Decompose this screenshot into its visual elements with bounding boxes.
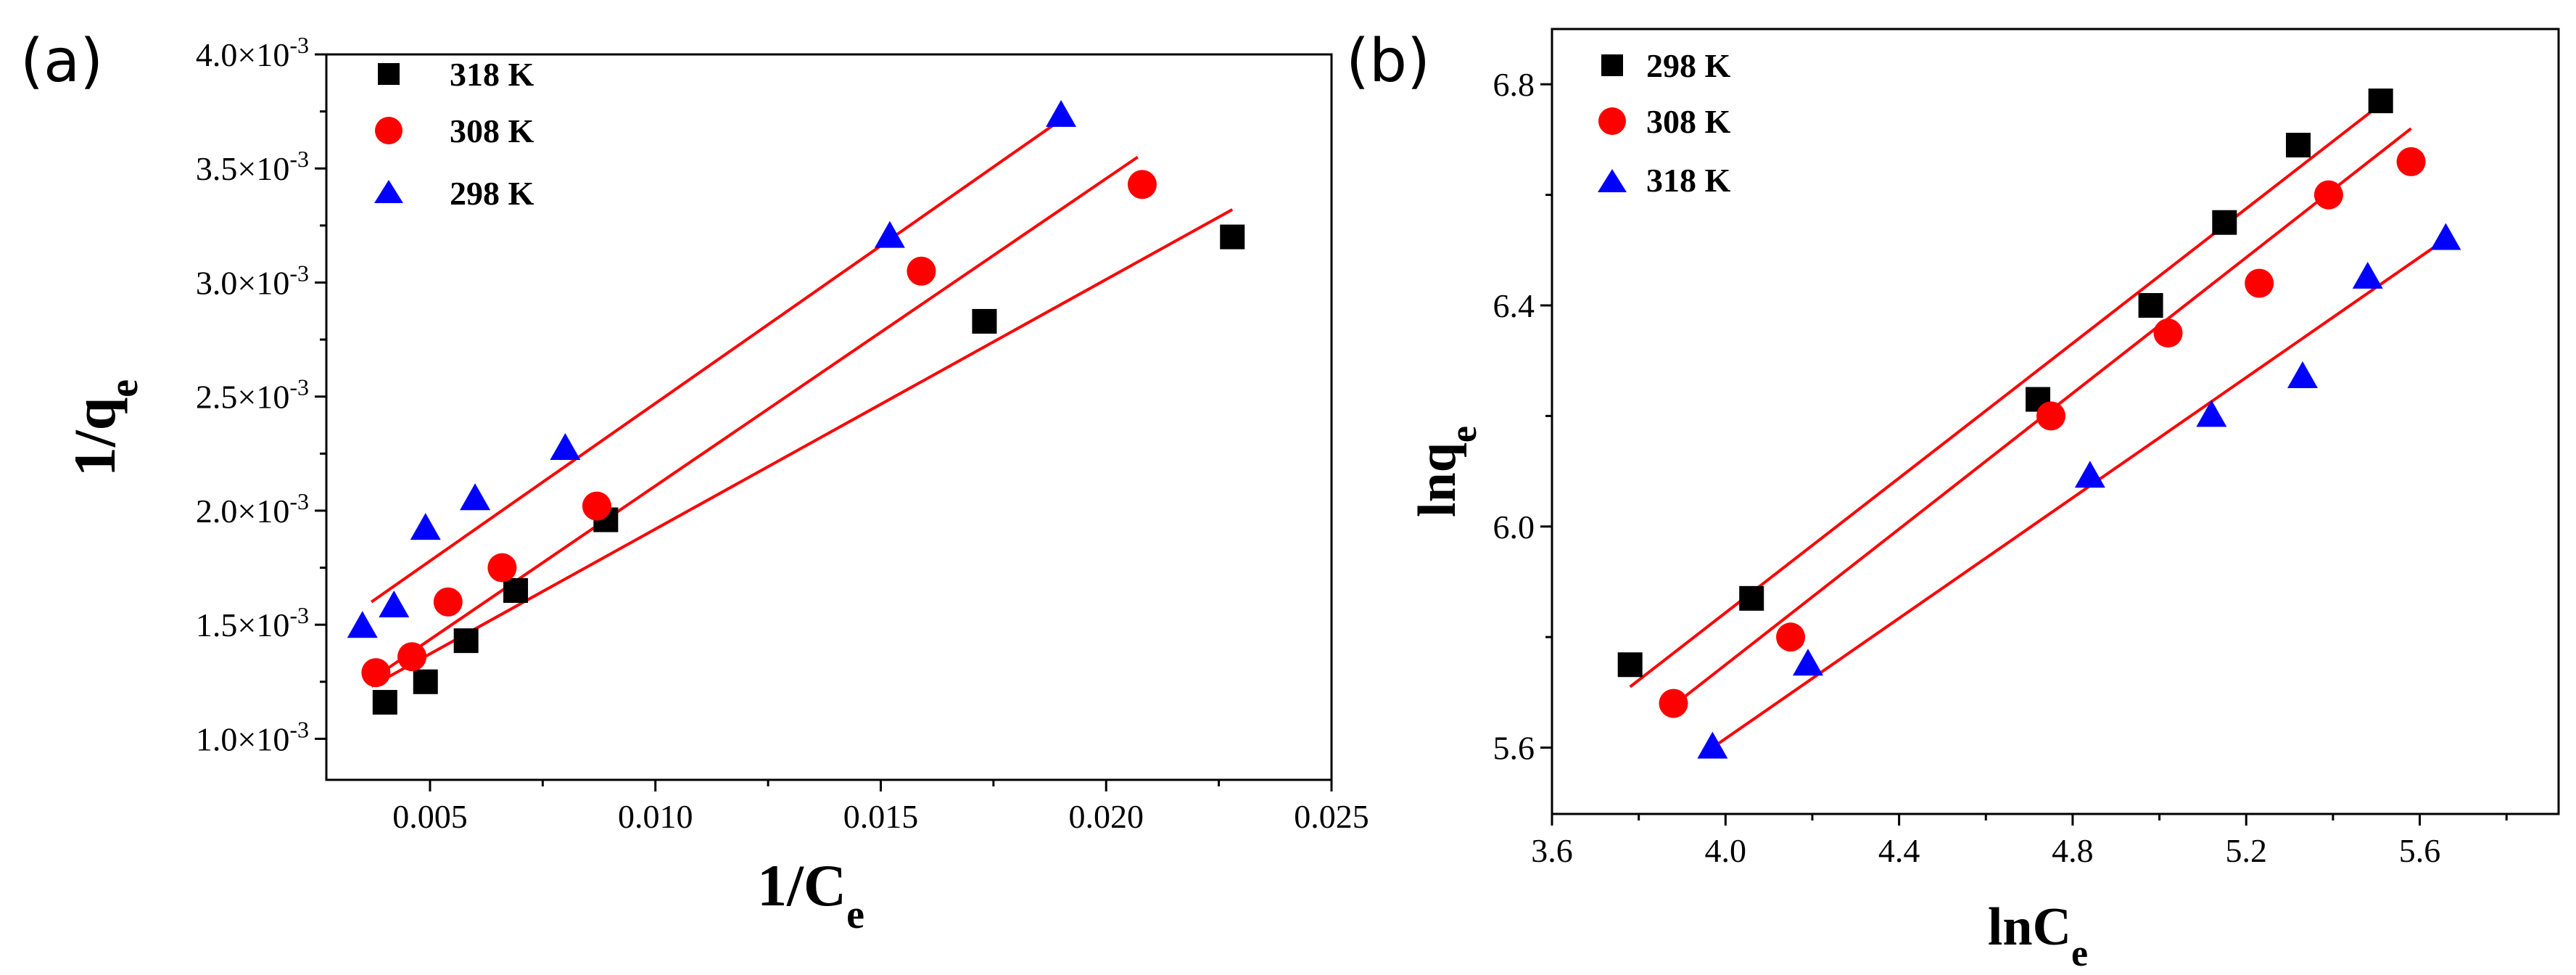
panel-b-legend-label-3: 318 K — [1646, 162, 1731, 199]
panel-b-frame — [1551, 28, 2560, 815]
panel-a-point-square-s0-0 — [372, 690, 397, 715]
panel-b-point-square-s0-6 — [2368, 89, 2393, 114]
panel-a-point-triangle-s2-6 — [1046, 99, 1077, 127]
panel-a-chart: (a) 1/qe 1/Ce 1.0×10-3 1.5×10-3 2.0×10-3 2.… — [20, 27, 1369, 937]
legend-circle-marker — [375, 117, 402, 144]
panel-b-point-triangle-s2-5 — [2352, 261, 2383, 289]
legend-triangle-marker — [1598, 169, 1627, 192]
panel-a-y-tick-label: 3.0×10-3 — [196, 260, 309, 301]
panel-a-legend-label-3: 298 K — [450, 175, 534, 212]
panel-b-point-triangle-s2-1 — [1792, 649, 1823, 676]
panel-a-fit-line-2 — [371, 121, 1058, 604]
panel-b-point-circle-s1-5 — [2313, 180, 2343, 210]
panel-b-point-circle-s1-0 — [1659, 688, 1688, 718]
panel-a-legend-label-2: 308 K — [450, 112, 534, 149]
panel-b-point-triangle-s2-3 — [2196, 400, 2227, 427]
legend-square-marker — [378, 63, 400, 85]
panel-a-x-tick-label: 0.010 — [618, 798, 693, 835]
panel-b-chart: (b) lnqe lnCe 5.6 6.0 6.4 6.8 3.6 4.0 4.4 4.8 5… — [1346, 27, 2560, 974]
panel-a-point-triangle-s2-5 — [874, 221, 905, 248]
panel-b-x-ticks: 3.6 4.0 4.4 4.8 5.2 5.6 — [1531, 814, 2508, 869]
panel-b-point-circle-s1-1 — [1776, 622, 1806, 652]
panel-a-fit-lines — [371, 121, 1234, 688]
panel-b-x-tick-label: 3.6 — [1531, 832, 1573, 869]
panel-b-fit-line-2 — [1712, 237, 2447, 749]
panel-b-point-square-s0-1 — [1739, 585, 1764, 611]
panel-b-y-tick-label: 6.0 — [1493, 509, 1535, 546]
legend-square-marker — [1601, 54, 1623, 76]
panel-a-point-circle-s1-0 — [361, 658, 391, 688]
panel-a-fit-line-0 — [371, 208, 1234, 688]
panel-b-point-square-s0-0 — [1617, 652, 1643, 678]
panel-b-xlabel: lnCe — [1988, 897, 2088, 974]
panel-a-point-circle-s1-6 — [1127, 170, 1157, 199]
panel-b-point-square-s0-4 — [2212, 210, 2237, 235]
panel-a-point-square-s0-2 — [453, 628, 479, 654]
panel-b-y-tick-label: 6.4 — [1493, 287, 1535, 324]
panel-a-x-ticks: 0.005 0.010 0.015 0.020 0.025 — [392, 780, 1369, 835]
panel-a-x-tick-label: 0.005 — [392, 798, 468, 835]
panel-b-point-square-s0-3 — [2138, 292, 2163, 318]
panel-a-point-square-s0-3 — [503, 577, 529, 603]
panel-b-x-tick-label: 4.8 — [2052, 832, 2094, 869]
panel-a-legend: 318 K 308 K 298 K — [374, 56, 534, 212]
panel-a-point-triangle-s2-3 — [460, 483, 491, 511]
panel-a-point-circle-s1-1 — [397, 642, 427, 672]
panel-a-point-triangle-s2-2 — [410, 513, 441, 540]
panel-a-point-circle-s1-3 — [487, 553, 517, 583]
legend-circle-marker — [1598, 107, 1626, 135]
panel-b-point-circle-s1-2 — [2036, 401, 2066, 431]
panel-a-xlabel: 1/Ce — [757, 852, 864, 937]
panel-a-y-tick-label: 2.5×10-3 — [196, 374, 309, 416]
panel-a-y-tick-label: 4.0×10-3 — [196, 32, 309, 73]
panel-a-point-square-s0-5 — [972, 308, 997, 334]
panel-a-point-square-s0-1 — [413, 669, 438, 694]
legend-triangle-marker — [374, 180, 403, 203]
panel-a-ylabel: 1/qe — [62, 379, 146, 477]
panel-a-point-triangle-s2-0 — [347, 611, 378, 638]
panel-b-y-tick-label: 6.8 — [1493, 66, 1535, 103]
panel-a-y-tick-label: 3.5×10-3 — [196, 146, 309, 187]
panel-b-point-circle-s1-6 — [2396, 147, 2426, 176]
panel-b-legend-label-2: 308 K — [1646, 103, 1731, 140]
panel-a-x-tick-label: 0.015 — [843, 798, 919, 835]
panel-a-x-tick-label: 0.025 — [1294, 798, 1369, 835]
panel-b-y-ticks: 5.6 6.0 6.4 6.8 — [1493, 66, 1552, 767]
panel-a-legend-label-1: 318 K — [450, 56, 534, 93]
panel-a-fit-line-1 — [371, 155, 1139, 681]
panel-b-point-circle-s1-3 — [2153, 318, 2183, 348]
panel-b-x-tick-label: 5.2 — [2225, 832, 2267, 869]
panel-a-point-triangle-s2-4 — [550, 433, 581, 461]
panel-a-point-triangle-s2-1 — [379, 591, 410, 618]
panel-a-point-circle-s1-5 — [907, 256, 936, 286]
panel-a-y-tick-label: 1.5×10-3 — [196, 602, 309, 643]
panel-b-y-tick-label: 5.6 — [1493, 730, 1535, 767]
panel-a-point-square-s0-6 — [1220, 224, 1245, 250]
panel-a-points — [347, 99, 1245, 715]
panel-a-label: (a) — [20, 27, 103, 96]
panel-b-x-tick-label: 4.4 — [1878, 832, 1920, 869]
panel-b-ylabel: lnqe — [1408, 426, 1485, 517]
panel-b-x-tick-label: 4.0 — [1705, 832, 1747, 869]
panel-b-legend-label-1: 298 K — [1646, 47, 1731, 84]
panel-a-y-tick-label: 1.0×10-3 — [196, 716, 309, 757]
panel-b-legend: 298 K 308 K 318 K — [1598, 47, 1731, 199]
panel-b-point-triangle-s2-0 — [1697, 731, 1728, 759]
panel-b-point-triangle-s2-4 — [2287, 361, 2319, 389]
panel-b-x-tick-label: 5.6 — [2399, 832, 2441, 869]
panel-b-point-circle-s1-4 — [2245, 268, 2274, 298]
panel-b-point-square-s0-5 — [2286, 133, 2311, 158]
panel-b-point-triangle-s2-2 — [2074, 461, 2105, 488]
panel-b-point-triangle-s2-6 — [2430, 223, 2461, 250]
panel-a-y-tick-label: 2.0×10-3 — [196, 488, 309, 530]
panel-b-label: (b) — [1346, 27, 1430, 96]
panel-a-frame — [325, 53, 1333, 781]
panel-a-y-ticks: 1.0×10-3 1.5×10-3 2.0×10-3 2.5×10-3 3.0×10-3… — [196, 32, 326, 757]
panel-b-points — [1617, 89, 2461, 759]
panel-a-x-tick-label: 0.020 — [1068, 798, 1144, 835]
panel-a-point-circle-s1-2 — [433, 587, 463, 617]
panel-a-point-circle-s1-4 — [582, 491, 611, 521]
